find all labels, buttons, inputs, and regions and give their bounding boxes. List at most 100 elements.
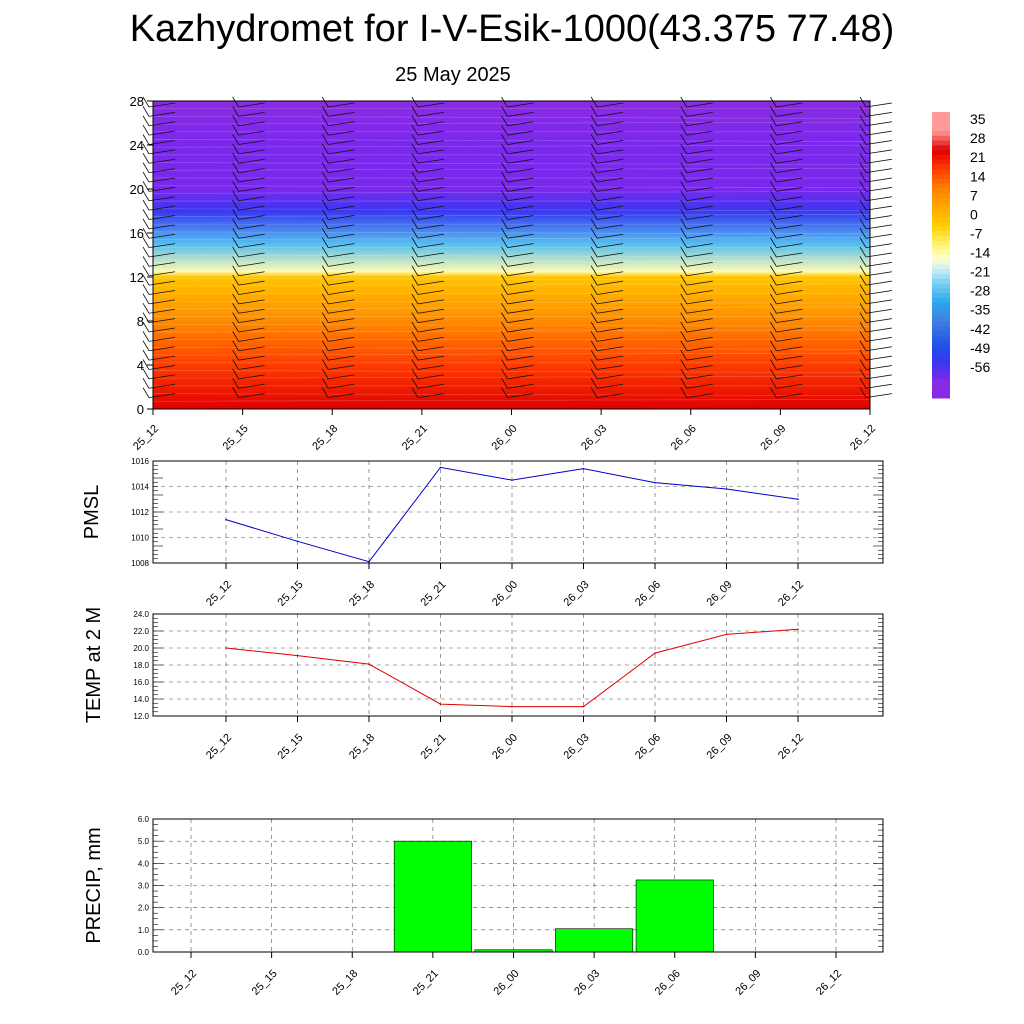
wind-barb <box>776 336 803 342</box>
wind-barb <box>597 215 624 220</box>
wind-barb <box>238 280 265 286</box>
wind-barb <box>238 177 265 183</box>
wind-barb-flag <box>770 124 777 136</box>
wind-barb <box>328 224 355 230</box>
colorbar-swatch <box>932 145 950 151</box>
wind-barb-flag <box>411 106 419 117</box>
data-point <box>296 540 299 543</box>
wind-barb <box>776 299 803 305</box>
wind-barb-flag <box>142 181 150 192</box>
precip-bar <box>393 840 472 953</box>
colorbar-label: -35 <box>970 302 990 318</box>
wind-barb <box>597 224 624 230</box>
wind-barb-flag <box>142 274 150 286</box>
wind-barb <box>328 158 355 164</box>
data-point <box>725 633 728 636</box>
wind-barb <box>417 290 444 295</box>
wind-barb-flag <box>501 124 508 136</box>
wind-barb <box>597 327 624 333</box>
y-tick-label: 16.0 <box>133 678 149 687</box>
colorbar-swatch <box>932 212 950 218</box>
wind-barb-flag <box>321 274 329 286</box>
wind-barb-flag <box>321 378 329 389</box>
wind-barb-flag <box>680 284 688 295</box>
wind-barb-flag <box>411 321 419 333</box>
wind-barb-flag <box>859 134 867 145</box>
data-point <box>654 652 656 654</box>
wind-barb-flag <box>142 256 150 267</box>
wind-barb <box>686 271 713 277</box>
contour-line <box>152 162 871 165</box>
colorbar-swatch <box>932 207 950 213</box>
wind-barb-flag <box>411 349 419 361</box>
data-point <box>511 479 513 481</box>
wind-barb-flag <box>501 284 508 295</box>
wind-barb <box>686 177 713 183</box>
wind-barb-flag <box>411 331 419 342</box>
wind-barb <box>417 177 444 183</box>
wind-barb <box>328 318 355 324</box>
wind-barb-flag <box>501 209 508 220</box>
wind-barb-flag <box>501 303 508 314</box>
wind-barb-flag <box>590 359 598 370</box>
wind-barb <box>417 346 444 352</box>
y-tick-label: 28 <box>130 94 144 109</box>
wind-barb <box>686 111 713 117</box>
wind-barb <box>507 336 534 342</box>
wind-barb <box>328 243 355 249</box>
precip-bar <box>555 928 634 953</box>
y-tick-label: 20 <box>130 182 144 197</box>
wind-barb-flag <box>590 349 598 361</box>
wind-barb-flag <box>321 134 329 145</box>
wind-barb-flag <box>501 96 508 108</box>
x-tick-label: 26_09 <box>758 423 788 453</box>
wind-barb <box>507 224 534 230</box>
wind-barb <box>507 121 534 127</box>
wind-barb-flag <box>859 218 867 230</box>
colorbar-swatch <box>932 131 950 137</box>
wind-barb <box>417 186 444 192</box>
wind-barb-flag <box>680 199 688 211</box>
wind-barb-flag <box>590 274 598 286</box>
wind-barb-flag <box>590 153 598 164</box>
y-tick-label: 24.0 <box>133 610 149 619</box>
wind-barb-flag <box>232 124 239 136</box>
wind-barb-flag <box>680 124 688 136</box>
colorbar-swatch <box>932 359 950 366</box>
wind-barb <box>686 205 713 211</box>
y-tick-label: 14.0 <box>133 695 149 704</box>
wind-barb-flag <box>142 218 150 230</box>
data-point <box>797 628 799 631</box>
series-line <box>225 466 799 563</box>
wind-barb <box>328 327 355 333</box>
wind-barb-flag <box>321 218 329 230</box>
wind-barb-flag <box>321 106 329 117</box>
wind-barb-flag <box>232 218 239 230</box>
wind-barb-flag <box>232 115 239 126</box>
wind-barb <box>238 186 265 192</box>
wind-barb <box>417 308 444 314</box>
colorbar-label: -56 <box>970 359 990 375</box>
wind-barb-flag <box>411 368 419 380</box>
wind-barb-flag <box>501 359 508 370</box>
wind-barb-flag <box>859 303 867 314</box>
wind-barb <box>776 102 803 108</box>
colorbar-swatch <box>932 274 950 280</box>
wind-barb-column <box>411 96 444 399</box>
wind-barb <box>776 308 803 314</box>
colorbar-label: -21 <box>970 264 990 280</box>
y-axis-label: TEMP at 2 M <box>83 607 105 723</box>
colorbar-swatch <box>932 259 950 266</box>
wind-barb-flag <box>232 284 239 295</box>
wind-barb <box>597 186 624 192</box>
wind-barb <box>597 365 624 370</box>
wind-barb <box>507 233 534 239</box>
wind-barb-flag <box>411 143 419 155</box>
colorbar-label: 21 <box>970 149 986 165</box>
wind-barb-flag <box>232 237 239 248</box>
colorbar-swatch <box>932 216 950 223</box>
colorbar-swatch <box>932 235 950 242</box>
wind-barb-flag <box>501 218 508 230</box>
wind-barb-flag <box>859 368 867 380</box>
x-tick-label: 25_15 <box>221 423 251 453</box>
